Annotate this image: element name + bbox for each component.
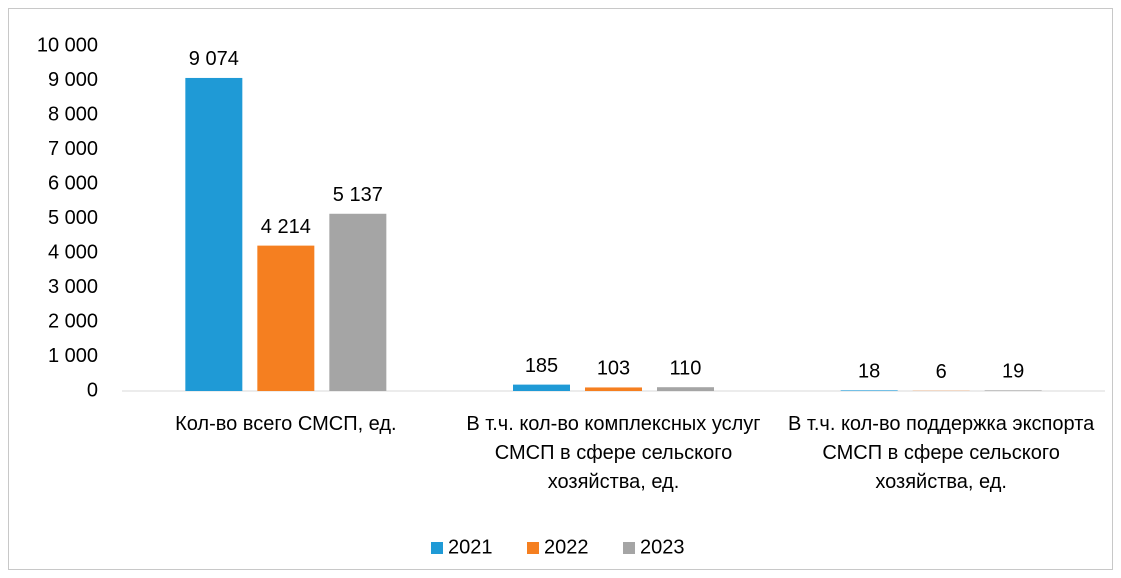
y-tick-label: 7 000: [48, 138, 98, 160]
bar: [984, 390, 1042, 391]
bar: [329, 213, 387, 391]
legend-label: 2023: [640, 536, 685, 558]
legend-swatch: [527, 542, 539, 554]
chart-frame: [8, 8, 1113, 570]
value-label: 18: [858, 361, 880, 383]
legend-swatch: [623, 542, 635, 554]
y-tick-label: 8 000: [48, 103, 98, 125]
value-label: 103: [597, 358, 630, 380]
bar: [585, 387, 642, 391]
y-tick-label: 1 000: [48, 345, 98, 367]
bar: [257, 245, 315, 391]
y-tick-label: 2 000: [48, 310, 98, 332]
y-tick-label: 4 000: [48, 241, 98, 263]
value-label: 4 214: [261, 216, 311, 238]
value-label: 19: [1002, 361, 1024, 383]
value-label: 110: [670, 357, 702, 379]
y-tick-label: 10 000: [37, 34, 98, 56]
bar: [513, 384, 570, 391]
bar: [657, 387, 714, 391]
value-label: 5 137: [333, 184, 383, 206]
x-tick-label: Кол-во всего СМСП, ед.: [175, 413, 397, 435]
y-tick-label: 6 000: [48, 172, 98, 194]
y-tick-label: 3 000: [48, 276, 98, 298]
legend-label: 2022: [544, 536, 589, 558]
value-label: 185: [525, 355, 558, 377]
y-tick-label: 5 000: [48, 207, 98, 229]
x-tick-label: В т.ч. кол-во поддержка экспорта СМСП в …: [788, 413, 1095, 493]
legend-swatch: [431, 542, 443, 554]
bar: [840, 390, 898, 391]
y-tick-label: 0: [87, 379, 98, 401]
bar: [185, 77, 243, 392]
x-tick-label: В т.ч. кол-во комплексных услуг СМСП в с…: [466, 413, 761, 493]
legend-label: 2021: [448, 536, 493, 558]
value-label: 6: [936, 361, 947, 383]
y-tick-label: 9 000: [48, 69, 98, 91]
value-label: 9 074: [189, 48, 239, 70]
